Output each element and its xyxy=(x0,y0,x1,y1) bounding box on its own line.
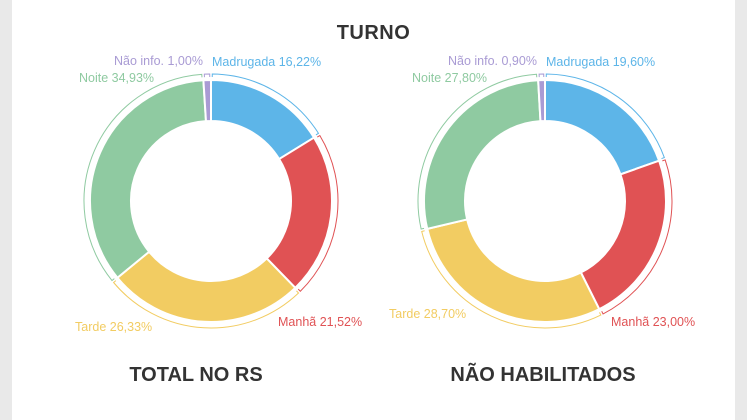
label-nao-info: Não info. 0,90% xyxy=(448,54,537,68)
donut-nao-habilitados: Madrugada 19,60% Manhã 23,00% Tarde 28,70%… xyxy=(389,54,695,329)
label-tarde: Tarde 26,33% xyxy=(75,320,152,334)
bracket-noite xyxy=(417,73,538,230)
slice-madrugada xyxy=(544,78,661,176)
caption-nao-habilitados: NÃO HABILITADOS xyxy=(450,364,636,386)
frame-right xyxy=(735,0,747,420)
caption-total-rs: TOTAL NO RS xyxy=(129,364,263,386)
slice-nao-info xyxy=(537,78,546,123)
label-manha: Manhã 23,00% xyxy=(611,315,695,329)
label-madrugada: Madrugada 19,60% xyxy=(546,55,655,69)
bracket-nao-info xyxy=(203,73,211,78)
chart-title: TURNO xyxy=(336,22,411,44)
bracket-tarde xyxy=(421,230,602,329)
frame-left xyxy=(0,0,12,420)
bracket-madrugada xyxy=(211,73,320,136)
slice-noite xyxy=(89,79,208,280)
slice-nao-info xyxy=(202,78,212,123)
slice-noite xyxy=(423,79,542,231)
bracket-manha xyxy=(601,159,673,315)
slice-manha xyxy=(265,136,333,290)
label-noite: Noite 34,93% xyxy=(79,71,154,85)
donut-total-rs: Madrugada 16,22% Manhã 21,52% Tarde 26,33%… xyxy=(75,54,362,334)
label-nao-info: Não info. 1,00% xyxy=(114,54,203,68)
label-noite: Noite 27,80% xyxy=(412,71,487,85)
label-madrugada: Madrugada 16,22% xyxy=(212,55,321,69)
label-tarde: Tarde 28,70% xyxy=(389,307,466,321)
slice-tarde xyxy=(116,250,297,323)
slice-manha xyxy=(579,159,667,311)
bracket-tarde xyxy=(112,280,300,329)
bracket-nao-info xyxy=(538,73,545,78)
bracket-manha xyxy=(297,134,339,292)
bracket-madrugada xyxy=(545,73,665,160)
label-manha: Manhã 21,52% xyxy=(278,315,362,329)
bracket-noite xyxy=(83,73,203,282)
